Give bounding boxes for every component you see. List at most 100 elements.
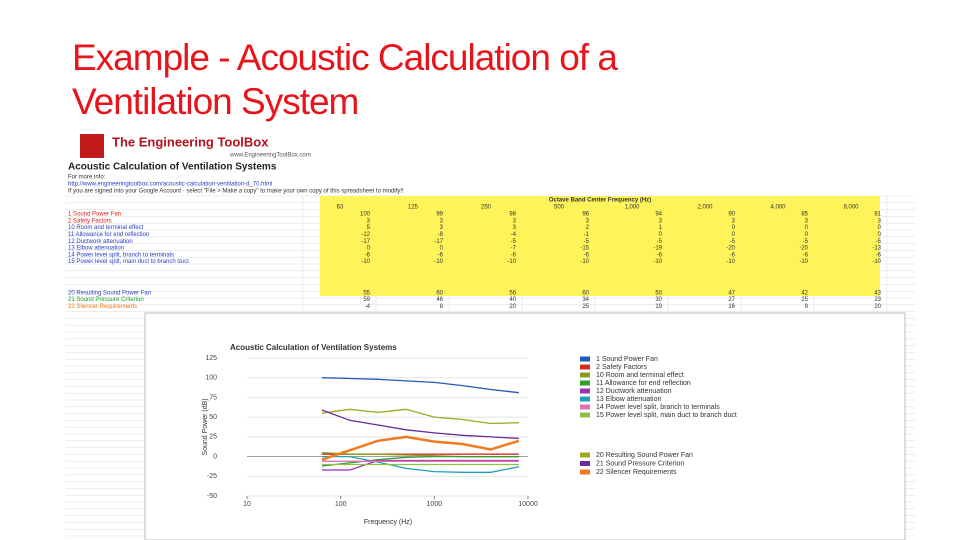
cell-value: 99 <box>436 212 443 218</box>
cell-value: 5 <box>367 225 371 231</box>
legend-swatch <box>580 388 590 394</box>
cell-value: 0 <box>659 232 663 238</box>
cell-value: -5 <box>657 239 663 245</box>
cell-value: 30 <box>655 297 662 303</box>
cell-value: 0 <box>367 246 371 252</box>
series-line <box>321 459 519 471</box>
cell-value: 0 <box>440 246 444 252</box>
cell-value: 46 <box>436 297 443 303</box>
cell-value: 3 <box>513 225 517 231</box>
cell-value: 19 <box>655 304 662 310</box>
cell-value: 3 <box>440 218 444 224</box>
cell-value: 0 <box>878 232 882 238</box>
cell-value: -5 <box>876 239 882 245</box>
cell-value: 3 <box>659 218 663 224</box>
cell-value: -10 <box>653 259 662 265</box>
cell-value: 25 <box>801 297 808 303</box>
legend-swatch <box>580 469 590 475</box>
x-axis-label: Frequency (Hz) <box>364 519 412 526</box>
legend-swatch <box>580 452 590 458</box>
frequency-header: 1,000 <box>624 205 640 211</box>
cell-value: 94 <box>655 212 662 218</box>
cell-value: -4 <box>365 304 371 310</box>
info-link: http://www.engineeringtoolbox.com/acoust… <box>68 182 272 188</box>
cell-value: -13 <box>872 246 881 252</box>
cell-value: -20 <box>726 246 735 252</box>
row-label: 15 Power level split, main duct to branc… <box>68 259 189 265</box>
legend-swatch <box>580 404 590 410</box>
row-label: 20 Resulting Sound Power Fan <box>68 290 151 296</box>
cell-value: -10 <box>726 259 735 265</box>
legend-swatch <box>580 356 590 362</box>
y-tick-label: 0 <box>213 453 217 460</box>
cell-value: 60 <box>436 290 443 296</box>
cell-value: 3 <box>367 218 371 224</box>
legend-label: 10 Room and terminal effect <box>596 372 684 379</box>
chart-title: Acoustic Calculation of Ventilation Syst… <box>230 343 397 352</box>
series-line <box>321 435 520 461</box>
cell-value: 59 <box>363 297 370 303</box>
cell-value: 42 <box>801 290 808 296</box>
x-tick-label: 10000 <box>518 501 538 508</box>
cell-value: -17 <box>434 239 443 245</box>
cell-value: 85 <box>801 212 808 218</box>
cell-value: 47 <box>728 290 735 296</box>
frequency-header: 8,000 <box>843 205 859 211</box>
legend-label: 20 Resulting Sound Power Fan <box>596 452 693 459</box>
y-axis-label: Sound Power (dB) <box>202 398 209 455</box>
cell-value: 100 <box>360 212 371 218</box>
cell-value: -6 <box>657 252 663 258</box>
info: If you are signed into your Google Accou… <box>68 189 404 195</box>
cell-value: -19 <box>653 246 662 252</box>
cell-value: -8 <box>438 232 444 238</box>
cell-value: 3 <box>805 218 809 224</box>
legend-label: 12 Ductwork attenuation <box>596 388 672 395</box>
cell-value: 8 <box>440 304 444 310</box>
cell-value: 98 <box>509 212 516 218</box>
slide-title: Example - Acoustic Calculation of a <box>72 37 618 78</box>
cell-value: 3 <box>440 225 444 231</box>
series-line <box>321 455 519 467</box>
cell-value: 0 <box>805 225 809 231</box>
legend-swatch <box>580 461 590 466</box>
y-tick-label: 125 <box>205 355 217 362</box>
y-tick-label: -25 <box>207 473 217 480</box>
frequency-header: 125 <box>408 205 419 211</box>
frequency-header: 63 <box>337 205 344 211</box>
chart-box <box>144 312 906 540</box>
y-tick-label: 50 <box>209 414 217 421</box>
series-line <box>321 409 519 440</box>
y-tick-label: 75 <box>209 394 217 401</box>
cell-value: 34 <box>582 297 589 303</box>
slide-title: Ventilation System <box>72 81 358 122</box>
cell-value: -4 <box>511 232 517 238</box>
logo-icon <box>80 134 104 158</box>
cell-value: 0 <box>805 232 809 238</box>
legend-label: 15 Power level split, main duct to branc… <box>596 412 737 419</box>
legend-swatch <box>580 372 590 378</box>
value-area <box>320 196 880 296</box>
frequency-header: 250 <box>481 205 492 211</box>
row-label: 11 Allowance for end reflection <box>68 232 149 238</box>
legend-label: 21 Sound Pressure Criterion <box>596 460 684 467</box>
cell-value: -6 <box>584 252 590 258</box>
cell-value: -5 <box>730 239 736 245</box>
series-line <box>321 408 519 425</box>
cell-value: 20 <box>509 304 516 310</box>
frequency-header: 500 <box>554 205 565 211</box>
cell-value: -10 <box>361 259 370 265</box>
cell-value: -5 <box>803 239 809 245</box>
cell-value: -7 <box>511 246 517 252</box>
row-label: 10 Room and terminal effect <box>68 225 144 231</box>
legend-label: 14 Power level split, branch to terminal… <box>596 404 720 411</box>
cell-value: 96 <box>582 212 589 218</box>
cell-value: 55 <box>363 290 370 296</box>
cell-value: 16 <box>728 304 735 310</box>
legend-swatch <box>580 364 590 370</box>
cell-value: 1 <box>659 225 663 231</box>
info: For more info: <box>68 175 106 181</box>
cell-value: -10 <box>799 259 808 265</box>
cell-value: 0 <box>878 225 882 231</box>
frequency-header: 4,000 <box>770 205 786 211</box>
